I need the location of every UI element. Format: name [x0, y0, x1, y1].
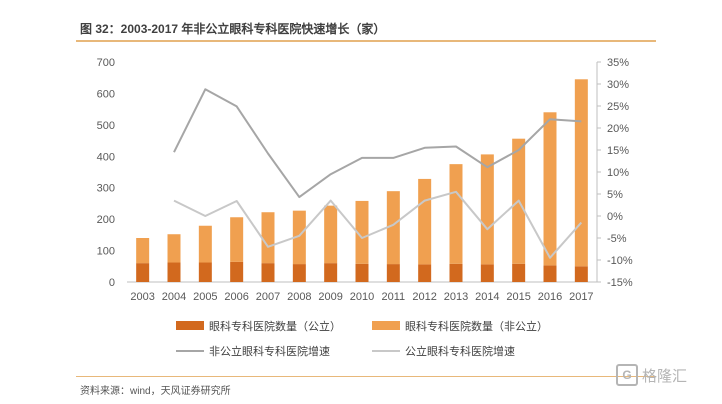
line-series-nonpublic-growth [173, 88, 582, 199]
x-tick-label: 2003 [130, 291, 154, 303]
left-tick-label: 500 [97, 120, 115, 132]
bar-nonpublic [324, 205, 338, 264]
x-tick-label: 2017 [569, 291, 593, 303]
bar-nonpublic [198, 225, 212, 263]
bar-nonpublic [355, 200, 369, 264]
bar-public [574, 266, 588, 282]
bar-public [355, 263, 369, 282]
left-tick-label: 200 [97, 214, 115, 226]
legend-label: 眼科专科医院数量（非公立） [405, 319, 548, 333]
bar-public [167, 262, 181, 282]
bar-nonpublic [480, 154, 494, 265]
x-axis: 2003 2004 2005 2006 2007 2008 2009 2010 2011 2012… [127, 281, 597, 303]
x-tick-label: 2004 [162, 291, 186, 303]
legend-label: 公立眼科专科医院增速 [405, 344, 515, 358]
x-tick-label: 2006 [224, 291, 248, 303]
bar-nonpublic [449, 164, 463, 264]
left-tick-label: 300 [97, 183, 115, 195]
left-tick-label: 400 [97, 151, 115, 163]
left-tick-label: 0 [109, 277, 115, 289]
x-tick-label: 2007 [256, 291, 280, 303]
bar-public [543, 265, 557, 282]
bar-nonpublic [418, 178, 432, 265]
bar-public [386, 264, 400, 282]
bar-public [480, 264, 494, 282]
bar-series-group [136, 79, 588, 282]
right-tick-label: -15% [607, 277, 633, 289]
right-tick-label: 35% [607, 57, 629, 69]
x-tick-label: 2013 [444, 291, 468, 303]
legend: 眼科专科医院数量（公立） 眼科专科医院数量（非公立） 非公立眼科专科医院增速 公立眼科… [176, 319, 548, 358]
right-tick-label: 30% [607, 79, 629, 91]
bar-nonpublic [230, 217, 244, 262]
x-tick-label: 2012 [412, 291, 436, 303]
x-tick-label: 2014 [475, 291, 499, 303]
right-tick-label: -10% [607, 255, 633, 267]
bar-public [136, 263, 150, 282]
title-divider [76, 40, 656, 42]
source-note: 资料来源：wind，天风证券研究所 [80, 386, 231, 397]
x-tick-label: 2010 [350, 291, 374, 303]
bar-nonpublic [386, 191, 400, 265]
bar-nonpublic [136, 238, 150, 264]
combo-chart: 0 100 200 300 400 500 600 700 -15% -10% -5% 0% 5% 10… [97, 57, 633, 358]
bar-nonpublic [543, 112, 557, 266]
watermark-logo-icon: G [616, 364, 638, 386]
bar-nonpublic [261, 212, 275, 264]
right-tick-label: 0% [607, 211, 623, 223]
legend-label: 非公立眼科专科医院增速 [209, 344, 330, 358]
x-tick-label: 2016 [538, 291, 562, 303]
bar-nonpublic [292, 210, 306, 265]
x-tick-label: 2008 [287, 291, 311, 303]
figure-title: 图 32：2003-2017 年非公立眼科专科医院快速增长（家） [80, 22, 386, 36]
right-tick-label: 25% [607, 101, 629, 113]
right-tick-label: 10% [607, 167, 629, 179]
bar-nonpublic [167, 234, 181, 263]
x-tick-label: 2005 [193, 291, 217, 303]
x-tick-label: 2011 [382, 291, 406, 303]
bar-public [512, 263, 526, 282]
legend-label: 眼科专科医院数量（公立） [209, 319, 341, 333]
right-tick-label: 20% [607, 123, 629, 135]
bar-public [261, 263, 275, 282]
legend-swatch-bar [176, 321, 204, 330]
right-tick-label: -5% [607, 233, 627, 245]
bar-public [449, 263, 463, 282]
bar-public [324, 263, 338, 282]
left-axis: 0 100 200 300 400 500 600 700 [97, 57, 115, 289]
line-series-public-growth [173, 190, 583, 259]
watermark: G 格隆汇 [616, 364, 687, 386]
left-tick-label: 700 [97, 57, 115, 69]
left-tick-label: 600 [97, 88, 115, 100]
source-divider [76, 376, 656, 377]
legend-swatch-bar [372, 321, 400, 330]
watermark-text: 格隆汇 [642, 367, 688, 385]
bar-public [230, 261, 244, 282]
bar-nonpublic [574, 79, 588, 267]
x-tick-label: 2015 [506, 291, 530, 303]
right-axis: -15% -10% -5% 0% 5% 10% 15% 20% 25% 30% 35% [596, 57, 633, 289]
bar-public [292, 264, 306, 282]
line-series-group [173, 88, 583, 259]
right-tick-label: 15% [607, 145, 629, 157]
right-tick-label: 5% [607, 189, 623, 201]
bar-public [418, 264, 432, 282]
left-tick-label: 100 [97, 246, 115, 258]
bar-public [198, 262, 212, 282]
x-tick-label: 2009 [318, 291, 342, 303]
